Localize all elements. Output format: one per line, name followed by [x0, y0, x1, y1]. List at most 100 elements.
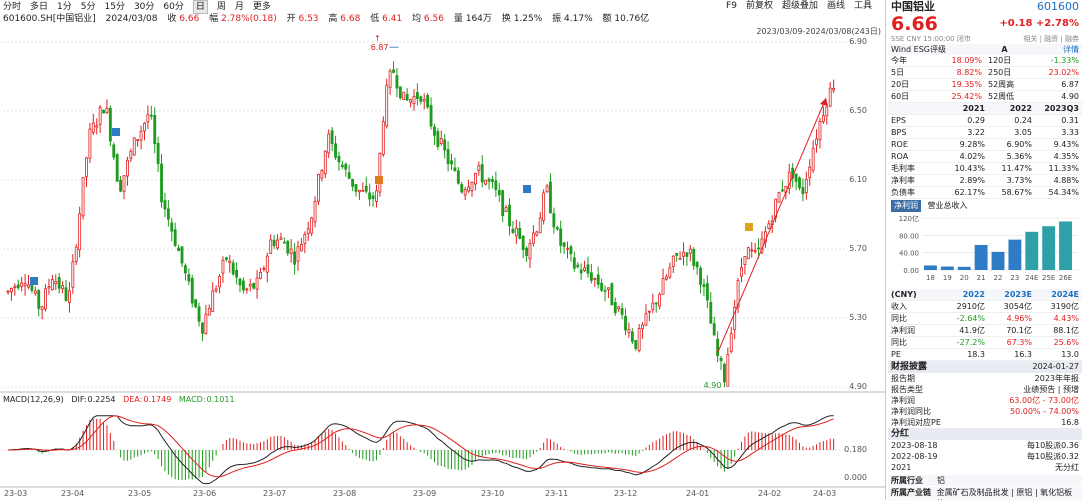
candle-body [746, 247, 750, 260]
disclosure-title: 财报披露 [891, 362, 928, 372]
disc-row: 净利润 63.00亿 - 73.00亿 [888, 395, 1082, 406]
event-flag-icon[interactable] [523, 185, 531, 193]
candle-body [501, 190, 505, 216]
industry-value[interactable]: 金属矿石及制品批发 | 原铝 | 氧化铝板块 [936, 488, 1073, 500]
forecast-head-cell: 2022 [962, 290, 985, 299]
candle-body [27, 284, 30, 288]
candle-body [405, 94, 409, 101]
fin-cell: ROE [891, 140, 908, 149]
candle-body [364, 185, 368, 192]
tool-button[interactable]: 工具 [853, 1, 872, 11]
candle-body [651, 302, 655, 311]
candle-body [552, 213, 556, 228]
quote-meta-links[interactable]: 相关 | 融资 | 融券 [1023, 35, 1079, 43]
candle-body [64, 287, 68, 301]
date-tick: 23-05 [128, 489, 152, 498]
candle-body [252, 283, 256, 289]
disc-key: 净利润对应PE [891, 418, 941, 427]
candle-body [409, 99, 413, 103]
candle-body [422, 99, 426, 102]
candle-body [801, 187, 805, 195]
period-tab[interactable]: 日 [192, 0, 208, 14]
candle-body [340, 164, 344, 168]
bar-cat-label: 26E [1059, 274, 1072, 282]
candle-body [439, 138, 443, 145]
fin-cell: EPS [891, 116, 906, 125]
candle-body [426, 94, 430, 108]
candle-body [44, 288, 47, 310]
tool-button[interactable]: 前复权 [745, 1, 773, 11]
profit-bar [957, 266, 971, 270]
candle-body [460, 184, 464, 193]
fin-cell: BPS [891, 128, 907, 137]
esg-detail-link[interactable]: 详情 [1063, 45, 1079, 54]
period-tab[interactable]: 60分 [163, 2, 184, 12]
candle-body [265, 255, 269, 273]
candle-body [30, 285, 34, 291]
divs-row: 2022-08-19 每10股派0.32 [888, 451, 1082, 462]
candle-body [562, 242, 566, 247]
disc-row: 报告类型 业绩预告 | 预增 [888, 384, 1082, 395]
event-flag-icon[interactable] [112, 128, 120, 136]
candle-body [235, 270, 239, 278]
fin-cell: 3.22 [967, 128, 985, 137]
tool-button[interactable]: F9 [726, 1, 737, 11]
candle-body [589, 272, 593, 281]
tool-button[interactable]: 画线 [826, 1, 845, 11]
tools-toolbar: F9 前复权 超级叠加 画线 工具 [726, 0, 881, 12]
perf-cell: 20日 [891, 80, 910, 89]
kline-chart[interactable]: 6.87 4.90 ↑ [0, 0, 886, 500]
industry-key: 所属行业 [891, 476, 923, 485]
fin-cell: 3.33 [1061, 128, 1079, 137]
candle-body [511, 228, 515, 233]
candle-body [497, 189, 501, 196]
candle-body [375, 190, 378, 202]
candle-body [299, 244, 303, 252]
fin-row: 负债率 62.17% 58.67% 54.34% [888, 187, 1082, 199]
industry-row: 所属行业 铝 [888, 475, 1082, 486]
candle-body [132, 137, 136, 156]
candle-body [126, 159, 129, 177]
profit-bar [974, 244, 988, 270]
fin-cell: 4.35% [1053, 152, 1079, 161]
period-tab[interactable]: 月 [234, 2, 244, 12]
candle-body [712, 323, 716, 336]
stock-code[interactable]: 601600 [1037, 0, 1079, 13]
period-tab[interactable]: 1分 [57, 2, 72, 12]
candle-body [518, 227, 522, 239]
period-tab[interactable]: 15分 [104, 2, 125, 12]
candle-body [88, 128, 92, 159]
period-tab[interactable]: 5分 [80, 2, 96, 12]
period-tab[interactable]: 更多 [252, 2, 271, 12]
trend-arrow-icon [820, 98, 828, 106]
close-value: 6.66 [179, 14, 200, 24]
info-date: 2024/03/08 [105, 14, 158, 24]
high-marker: 6.87 [371, 43, 389, 52]
candle-body [156, 142, 160, 164]
dividend-title: 分红 [891, 429, 910, 439]
industry-value[interactable]: 铝 [937, 476, 945, 485]
tool-button[interactable]: 超级叠加 [781, 1, 818, 11]
tab-revenue[interactable]: 营业总收入 [927, 201, 968, 210]
date-tick: 24-03 [813, 489, 837, 498]
forecast-cell: 净利润 [891, 326, 915, 335]
candle-body [644, 313, 648, 326]
event-flag-icon[interactable] [30, 277, 38, 285]
trend-line[interactable] [717, 97, 827, 353]
forecast-cell: 3190亿 [1050, 302, 1079, 311]
dividend-table: 2023-08-18 每10股派0.36 2022-08-19 每10股派0.32 20… [888, 440, 1082, 473]
candle-body [317, 174, 320, 202]
candle-body [102, 109, 105, 114]
candle-body [177, 247, 181, 252]
candle-body [279, 237, 283, 240]
period-tab[interactable]: 分时 [3, 2, 22, 12]
chart-panel: 分时 多日 1分 5分 15分 30分 60分日周月更多 F9 前复权 超级叠加 画线 工具 601… [0, 0, 886, 500]
event-flag-icon[interactable] [745, 223, 753, 231]
candle-body [153, 115, 157, 145]
event-flag-icon[interactable] [375, 176, 383, 184]
period-tab[interactable]: 周 [216, 2, 226, 12]
perf-cell: 25.42% [951, 92, 982, 101]
tab-net-profit[interactable]: 净利润 [891, 200, 921, 212]
period-tab[interactable]: 30分 [133, 2, 155, 12]
period-tab[interactable]: 多日 [30, 2, 49, 12]
